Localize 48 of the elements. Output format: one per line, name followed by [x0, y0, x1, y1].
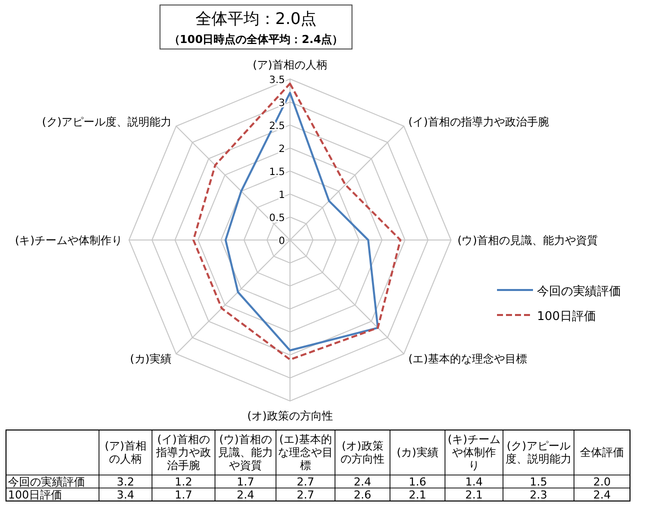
text: 100日評価	[8, 488, 62, 502]
data-label: 2.3	[530, 488, 548, 502]
data-label: 3.4	[116, 488, 134, 502]
data-label: 2.6	[354, 488, 372, 502]
category-label: (オ)政策の方向性	[340, 440, 384, 466]
data-label: 1.4	[465, 476, 483, 488]
data-label: 2.7	[296, 476, 314, 488]
chart-subtitle: （100日時点の全体平均：2.4点）	[168, 33, 344, 46]
y-tick-label: 0	[278, 236, 285, 247]
y-tick-label: 1.5	[269, 167, 285, 178]
category-label: (キ)チームや体制作り	[448, 433, 500, 472]
data-label: 1.6	[408, 476, 426, 488]
spoke-label: (カ)実績	[130, 352, 172, 366]
spoke-label: (ウ)首相の見識、能力や資質	[457, 234, 598, 247]
y-tick-label: 3	[278, 98, 285, 109]
data-label: 2.7	[296, 488, 314, 502]
y-tick-label: 0.5	[269, 213, 285, 224]
y-tick-label: 1	[278, 190, 285, 201]
data-label: 3.2	[116, 476, 134, 488]
category-label: (エ)基本的な理念や目標	[278, 433, 333, 472]
data-label: 2.1	[465, 488, 483, 502]
data-label: 2.4	[236, 488, 254, 502]
category-label: (カ)実績	[396, 446, 438, 459]
y-tick-label: 2	[278, 144, 285, 155]
category-label: (ア)首相の人柄	[104, 440, 146, 466]
spoke-label: (キ)チームや体制作り	[14, 234, 123, 247]
legend-label: 100日評価	[537, 309, 596, 323]
chart-title: 全体平均：2.0点	[195, 9, 317, 28]
y-tick-label: 3.5	[269, 75, 285, 86]
data-label: 1.5	[530, 476, 548, 488]
data-label: 1.7	[174, 488, 192, 502]
data-label: 2.4	[593, 488, 611, 502]
data-label: 2.0	[593, 476, 611, 488]
spoke-label: (ア)首相の人柄	[252, 58, 328, 72]
spoke-label: (ク)アピール度、説明能力	[42, 116, 172, 129]
category-label: 全体評価	[580, 446, 624, 459]
spoke-label: (エ)基本的な理念や目標	[408, 352, 527, 366]
data-label: 2.4	[354, 476, 372, 488]
data-label: 2.1	[408, 488, 426, 502]
data-label: 1.2	[174, 476, 192, 488]
spoke-label: (オ)政策の方向性	[247, 409, 333, 422]
category-label: (ク)アピール度、説明能力	[506, 440, 572, 466]
legend-label: 今回の実績評価	[537, 284, 621, 298]
category-label: (イ)首相の指導力や政治手腕	[155, 433, 211, 472]
text: 今回の実績評価	[8, 476, 85, 488]
spoke-label: (イ)首相の指導力や政治手腕	[408, 116, 549, 129]
category-label: (ウ)首相の見識、能力や資質	[218, 433, 273, 472]
data-label: 1.7	[236, 476, 254, 488]
